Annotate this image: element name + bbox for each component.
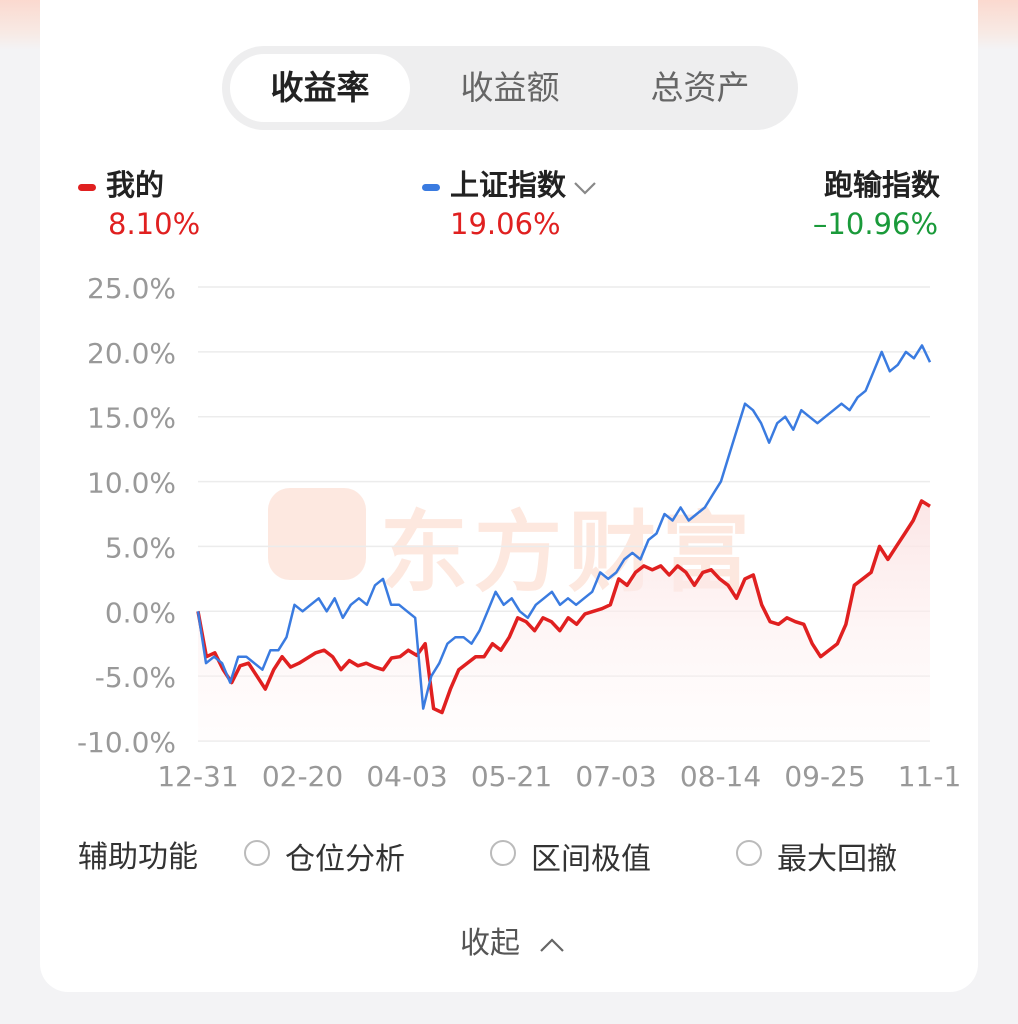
series-mine-area: [198, 501, 930, 741]
legend-mine-label: 我的: [106, 168, 165, 202]
tab-bar: 收益率 收益额 总资产: [222, 46, 798, 130]
radio-range-extremes[interactable]: [490, 840, 516, 866]
legend-index-label: 上证指数: [450, 168, 567, 202]
series-index-line: [196, 344, 932, 710]
y-tick-label: 25.0%: [87, 272, 176, 305]
option-max-drawdown[interactable]: 最大回撤: [777, 842, 897, 877]
option-range-extremes[interactable]: 区间极值: [531, 842, 651, 877]
y-tick-label: 0.0%: [105, 596, 176, 629]
tab-return-amount[interactable]: 收益额: [460, 68, 560, 107]
legend-mine-swatch: [78, 183, 96, 191]
assist-label: 辅助功能: [78, 840, 198, 875]
collapse-button[interactable]: 收起: [460, 918, 566, 962]
legend-diff-value: –10.96%: [812, 207, 938, 241]
radio-max-drawdown[interactable]: [736, 840, 762, 866]
x-tick-label: 02-20: [262, 760, 343, 793]
chevron-down-icon[interactable]: [572, 170, 598, 204]
legend-mine: 我的: [78, 162, 164, 204]
x-tick-label: 09-25: [784, 760, 865, 793]
y-tick-label: 15.0%: [87, 402, 176, 435]
y-tick-label: -5.0%: [95, 661, 176, 694]
x-tick-label: 04-03: [366, 760, 447, 793]
chevron-up-icon: [538, 927, 566, 962]
watermark-logo: [268, 488, 366, 580]
legend-diff-label: 跑输指数: [823, 168, 940, 202]
series-mine-line: [196, 499, 931, 715]
chart-card: 收益率 收益额 总资产 我的 8.10% 上证指数 19.06% 跑输指数 –1…: [40, 0, 978, 992]
x-tick-label: 11-1: [898, 760, 962, 793]
x-tick-label: 08-14: [680, 760, 761, 793]
legend-index[interactable]: 上证指数: [422, 162, 598, 204]
tab-total-assets[interactable]: 总资产: [650, 68, 750, 107]
option-position-analysis[interactable]: 仓位分析: [285, 842, 405, 877]
tab-return-rate[interactable]: 收益率: [230, 54, 410, 122]
radio-position-analysis[interactable]: [244, 840, 270, 866]
y-tick-label: -10.0%: [77, 726, 176, 759]
x-tick-label: 12-31: [157, 760, 238, 793]
x-tick-label: 07-03: [575, 760, 656, 793]
legend-index-value: 19.06%: [450, 207, 561, 241]
y-tick-label: 10.0%: [87, 467, 176, 500]
y-tick-label: 20.0%: [87, 337, 176, 370]
y-tick-label: 5.0%: [105, 531, 176, 564]
collapse-label: 收起: [460, 926, 520, 961]
legend-mine-value: 8.10%: [108, 207, 201, 241]
x-tick-label: 05-21: [471, 760, 552, 793]
legend-index-swatch: [422, 183, 440, 191]
